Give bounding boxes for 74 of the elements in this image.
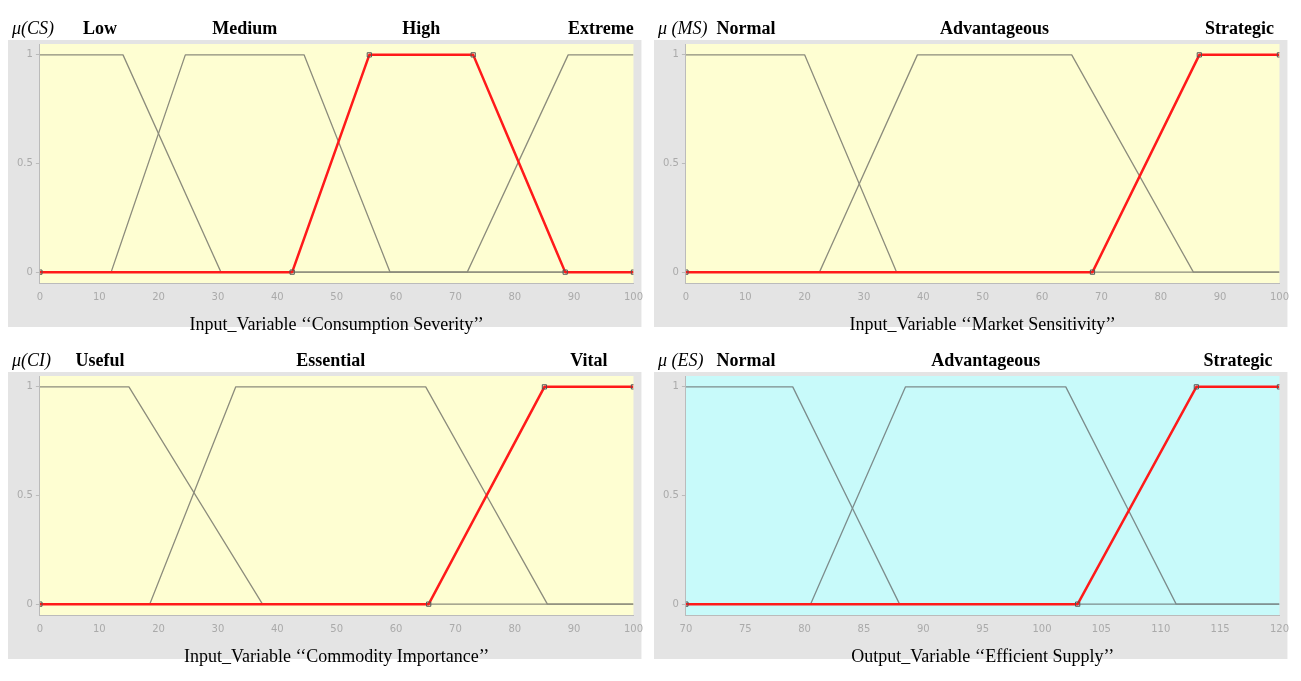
x-tick-label: 110	[1151, 622, 1171, 634]
series-label: Essential	[296, 350, 366, 370]
x-tick-label: 30	[857, 290, 871, 302]
series-label: Extreme	[567, 18, 634, 38]
y-tick-label: 0.5	[17, 489, 33, 501]
y-tick-label: 1	[26, 48, 33, 60]
x-tick-label: 80	[798, 622, 811, 634]
x-tick-label: 80	[1154, 290, 1168, 302]
x-tick-label: 90	[1213, 290, 1227, 302]
series-label: Normal	[716, 18, 776, 38]
x-tick-label: 60	[389, 622, 403, 634]
x-axis-title: Output_Variable ‘‘Efficient Supply’’	[851, 646, 1115, 666]
x-tick-label: 70	[449, 290, 462, 302]
x-tick-label: 60	[1035, 290, 1049, 302]
series-label: Advantageous	[931, 350, 1041, 370]
x-tick-label: 40	[916, 290, 930, 302]
x-tick-label: 50	[330, 290, 344, 302]
x-axis-title: Input_Variable ‘‘Market Sensitivity’’	[849, 314, 1116, 334]
series-label: High	[402, 18, 441, 38]
x-tick-label: 20	[152, 290, 165, 302]
series-label: Strategic	[1203, 350, 1273, 370]
series-label: Useful	[75, 350, 125, 370]
series-label: Normal	[716, 350, 776, 370]
x-tick-label: 50	[330, 622, 344, 634]
y-tick-label: 0.5	[663, 489, 679, 501]
x-tick-label: 90	[567, 622, 581, 634]
x-axis-title: Input_Variable ‘‘Consumption Severity’’	[189, 314, 484, 334]
x-tick-label: 40	[270, 622, 284, 634]
x-tick-label: 30	[211, 622, 225, 634]
x-tick-label: 100	[623, 290, 643, 302]
y-axis-title: μ (MS)	[657, 18, 708, 39]
x-tick-label: 100	[1269, 290, 1289, 302]
x-tick-label: 70	[679, 622, 693, 634]
x-tick-label: 115	[1210, 622, 1230, 634]
x-tick-label: 10	[92, 290, 106, 302]
x-axis-title: Input_Variable ‘‘Commodity Importance’’	[184, 646, 490, 666]
x-tick-label: 70	[1095, 290, 1108, 302]
x-tick-label: 20	[152, 622, 165, 634]
y-tick-label: 0	[26, 597, 33, 609]
series-label: Vital	[570, 350, 608, 370]
x-tick-label: 105	[1091, 622, 1111, 634]
series-label: Strategic	[1204, 18, 1274, 38]
x-tick-label: 90	[567, 290, 581, 302]
y-tick-label: 0.5	[17, 157, 33, 169]
x-tick-label: 80	[508, 290, 522, 302]
x-tick-label: 95	[976, 622, 990, 634]
x-tick-label: 50	[976, 290, 990, 302]
x-tick-label: 20	[798, 290, 811, 302]
x-tick-label: 80	[508, 622, 522, 634]
x-tick-label: 120	[1269, 622, 1289, 634]
x-tick-label: 70	[449, 622, 462, 634]
y-tick-label: 0	[672, 265, 679, 277]
series-label: Low	[82, 18, 117, 38]
y-axis-title: μ (ES)	[657, 350, 704, 371]
y-tick-label: 1	[26, 380, 33, 392]
x-tick-label: 30	[211, 290, 225, 302]
x-tick-label: 10	[92, 622, 106, 634]
y-tick-label: 1	[672, 48, 679, 60]
x-tick-label: 40	[270, 290, 284, 302]
x-tick-label: 85	[857, 622, 871, 634]
y-axis-title: μ(CI)	[11, 350, 52, 371]
y-tick-label: 0.5	[663, 157, 679, 169]
series-label: Advantageous	[940, 18, 1050, 38]
x-tick-label: 75	[738, 622, 752, 634]
x-tick-label: 100	[1032, 622, 1052, 634]
y-tick-label: 0	[672, 597, 679, 609]
series-label: Medium	[212, 18, 278, 38]
x-tick-label: 60	[389, 290, 403, 302]
y-axis-title: μ(CS)	[11, 18, 55, 39]
y-tick-label: 0	[26, 265, 33, 277]
x-tick-label: 100	[623, 622, 643, 634]
x-tick-label: 90	[916, 622, 930, 634]
y-tick-label: 1	[672, 380, 679, 392]
x-tick-label: 10	[738, 290, 752, 302]
